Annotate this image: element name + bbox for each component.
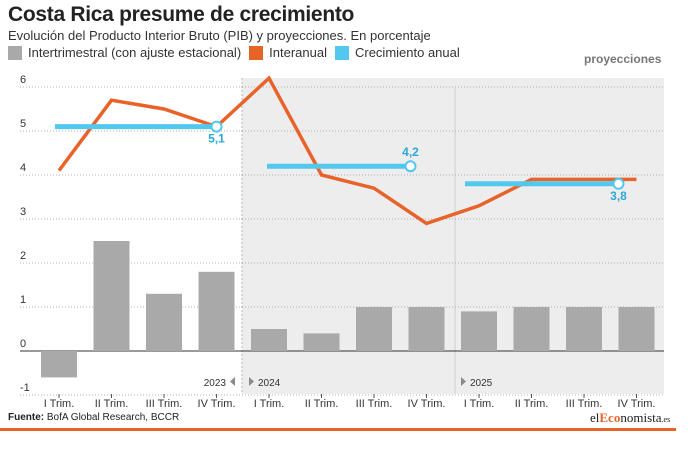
bar <box>303 333 340 351</box>
bottom-rule <box>0 428 676 431</box>
annual-growth-label: 5,1 <box>208 132 225 146</box>
chart-subtitle: Evolución del Producto Interior Bruto (P… <box>8 28 431 43</box>
x-tick-label: IV Trim. <box>618 398 656 410</box>
legend-swatch-bars <box>8 45 22 60</box>
bar <box>461 311 497 351</box>
legend-item-line: Interanual <box>249 45 327 60</box>
legend-label-annual: Crecimiento anual <box>354 45 460 60</box>
brand-suffix: .es <box>661 415 671 424</box>
legend-label-bars: Intertrimestral (con ajuste estacional) <box>28 45 242 60</box>
bar <box>513 307 550 351</box>
year-label-2025: 2025 <box>470 378 493 389</box>
y-tick-label: -1 <box>20 382 30 394</box>
brand-highlight: Eco <box>599 410 621 425</box>
x-tick-label: IV Trim. <box>408 398 446 410</box>
bar <box>618 307 655 351</box>
x-tick-label: II Trim. <box>515 398 549 410</box>
x-tick-label: III Trim. <box>356 398 393 410</box>
x-tick-label: II Trim. <box>305 398 339 410</box>
source-text: BofA Global Research, BCCR <box>44 412 180 423</box>
interanual-line <box>57 75 637 226</box>
bar <box>251 329 287 351</box>
x-tick-label: I Trim. <box>254 398 285 410</box>
chart-title: Costa Rica presume de crecimiento <box>8 3 355 26</box>
chart-legend: Intertrimestral (con ajuste estacional) … <box>8 45 468 60</box>
bar <box>198 271 235 351</box>
y-tick-label: 5 <box>20 118 26 130</box>
bar <box>566 307 602 351</box>
x-tick-label: IV Trim. <box>198 398 236 410</box>
y-tick-label: 6 <box>20 74 26 86</box>
x-tick-label: III Trim. <box>566 398 603 410</box>
x-tick-label: I Trim. <box>464 398 495 410</box>
bar <box>41 351 77 378</box>
bar <box>356 307 392 351</box>
annual-growth-label: 3,8 <box>610 189 627 203</box>
legend-swatch-annual <box>334 45 349 60</box>
legend-item-bars: Intertrimestral (con ajuste estacional) <box>8 45 241 60</box>
y-tick-label: 1 <box>20 294 26 306</box>
annual-growth-marker <box>612 177 625 190</box>
source-note: Fuente: BofA Global Research, BCCR <box>8 412 179 423</box>
annual-growth-label: 4,2 <box>402 145 419 159</box>
legend-label-line: Interanual <box>269 45 327 60</box>
bar <box>408 307 445 351</box>
year-label-2023: 2023 <box>204 378 227 389</box>
source-label: Fuente: <box>8 412 45 423</box>
x-tick-label: I Trim. <box>44 398 75 410</box>
y-tick-label: 0 <box>20 338 26 350</box>
projections-label: proyecciones <box>584 52 662 66</box>
year-arrow-left <box>230 377 235 386</box>
year-label-2024: 2024 <box>258 378 281 389</box>
legend-item-annual: Crecimiento anual <box>334 45 460 60</box>
bar <box>146 293 182 351</box>
y-tick-label: 3 <box>20 206 26 218</box>
x-tick-label: II Trim. <box>95 398 129 410</box>
legend-swatch-line <box>249 45 264 60</box>
year-arrow-right-2025 <box>461 377 466 386</box>
annual-growth-marker <box>404 160 417 173</box>
y-tick-label: 4 <box>20 162 26 174</box>
annual-growth-marker <box>210 120 223 133</box>
brand-post: nomista <box>620 410 662 425</box>
y-tick-label: 2 <box>20 250 26 262</box>
year-arrow-right-2024 <box>249 377 254 386</box>
brand-pre: el <box>590 410 600 425</box>
x-tick-label: III Trim. <box>146 398 183 410</box>
brand-logo: elEconomista.es <box>590 410 670 426</box>
bar <box>93 241 130 351</box>
